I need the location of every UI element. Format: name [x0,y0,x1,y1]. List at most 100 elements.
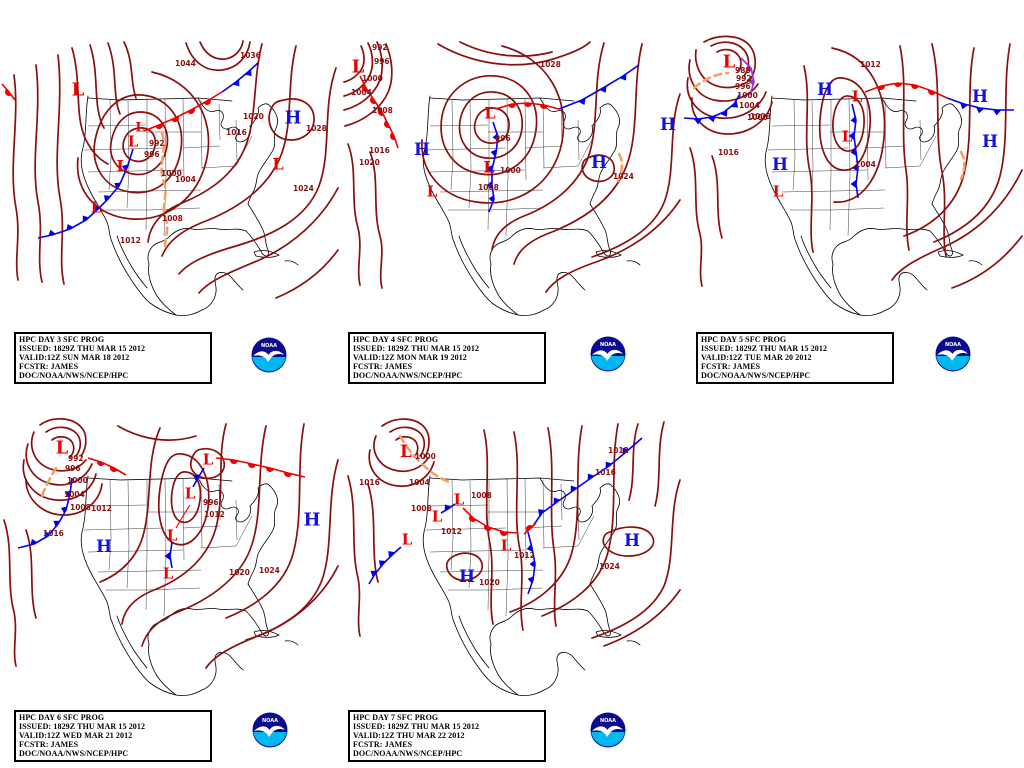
svg-text:H: H [624,531,640,551]
svg-text:992: 992 [736,74,752,83]
svg-text:L: L [773,182,784,200]
svg-text:1000: 1000 [362,74,383,83]
info-fcstr: FCSTR: JAMES [19,362,79,372]
noaa-logo: NOAA [935,336,971,372]
noaa-logo-bird-icon [592,349,623,361]
info-valid: VALID:12Z SUN MAR 18 2012 [19,353,130,363]
info-box-day6: HPC DAY 6 SFC PROG ISSUED: 1829Z THU MAR… [14,710,212,763]
svg-text:H: H [772,155,788,175]
svg-text:1008: 1008 [372,106,393,115]
svg-text:996: 996 [65,464,81,473]
svg-text:996: 996 [144,150,160,159]
svg-text:L: L [427,182,438,200]
svg-text:L: L [163,564,174,582]
svg-text:L: L [56,438,69,459]
svg-text:996: 996 [203,498,219,507]
svg-text:H: H [414,140,430,160]
svg-text:L: L [852,87,863,105]
svg-text:H: H [284,108,301,129]
svg-text:H: H [303,510,320,531]
surface-prog-map-day4: 9929961000100410081028996100010081016102… [343,41,681,317]
svg-text:1012: 1012 [514,551,535,560]
svg-text:1016: 1016 [595,468,616,477]
svg-text:L: L [116,157,127,176]
svg-text:1012: 1012 [120,236,141,245]
noaa-logo-text: NOAA [262,718,278,724]
info-issued: ISSUED: 1829Z THU MAR 15 2012 [19,344,146,354]
svg-text:992: 992 [149,139,165,148]
svg-text:L: L [454,490,465,508]
svg-text:1020: 1020 [479,578,500,587]
info-doc: DOC/NOAA/NWS/NCEP/HPC [353,749,463,759]
svg-text:1016: 1016 [369,146,390,155]
svg-text:L: L [185,484,196,502]
svg-text:1000: 1000 [737,91,758,100]
svg-text:992: 992 [372,43,388,52]
svg-text:L: L [483,158,494,177]
noaa-logo: NOAA [251,337,287,373]
svg-text:H: H [459,567,475,587]
svg-text:1012: 1012 [91,504,112,513]
svg-text:L: L [352,57,365,78]
info-title: HPC DAY 7 SFC PROG [353,713,439,722]
info-fcstr: FCSTR: JAMES [19,740,79,750]
info-valid: VALID:12Z WED MAR 21 2012 [19,731,133,741]
svg-text:1012: 1012 [204,510,225,519]
svg-text:1000: 1000 [747,113,768,122]
svg-text:996: 996 [735,82,751,91]
svg-text:1000: 1000 [415,452,436,461]
svg-text:988: 988 [735,66,751,75]
svg-text:1024: 1024 [259,566,280,575]
svg-text:L: L [484,104,495,123]
svg-text:1028: 1028 [306,124,327,133]
info-issued: ISSUED: 1829Z THU MAR 15 2012 [353,722,480,732]
info-title: HPC DAY 4 SFC PROG [353,335,439,344]
info-doc: DOC/NOAA/NWS/NCEP/HPC [701,371,811,381]
info-box-day3: HPC DAY 3 SFC PROG ISSUED: 1829Z THU MAR… [14,332,212,385]
svg-text:H: H [982,132,998,152]
svg-text:L: L [272,155,283,174]
svg-text:L: L [167,526,178,544]
svg-text:1004: 1004 [739,101,760,110]
noaa-logo-sea [591,356,625,371]
noaa-logo-sea [253,732,287,747]
info-doc: DOC/NOAA/NWS/NCEP/HPC [19,371,129,381]
svg-text:L: L [842,127,853,145]
info-valid: VALID:12Z MON MAR 19 2012 [353,353,467,363]
svg-text:996: 996 [374,57,390,66]
noaa-logo-sea [936,356,970,371]
svg-text:1000: 1000 [500,166,521,175]
surface-prog-map-day7: 1000 1016 1004 1008 1008 1012 1012 1012 1016 1024… [347,418,681,697]
noaa-logo-text: NOAA [261,343,277,349]
noaa-logo-bird-icon [253,350,284,362]
info-box-day4: HPC DAY 4 SFC PROG ISSUED: 1829Z THU MAR… [348,332,546,385]
svg-text:1000: 1000 [67,476,88,485]
svg-text:L: L [72,80,85,101]
svg-text:1008: 1008 [471,491,492,500]
svg-text:L: L [501,536,512,554]
svg-text:L: L [135,120,144,135]
info-valid: VALID:12Z TUE MAR 20 2012 [701,353,812,363]
info-box-day7: HPC DAY 7 SFC PROG ISSUED: 1829Z THU MAR… [348,710,546,763]
info-fcstr: FCSTR: JAMES [353,362,413,372]
info-valid: VALID:12Z THU MAR 22 2012 [353,731,465,741]
svg-text:H: H [660,115,676,135]
svg-text:996: 996 [495,134,511,143]
svg-text:H: H [817,80,833,100]
noaa-logo-text: NOAA [600,342,616,348]
svg-text:L: L [91,198,102,216]
info-box-day5: HPC DAY 5 SFC PROG ISSUED: 1829Z THU MAR… [696,332,894,385]
noaa-logo-text: NOAA [945,342,961,348]
svg-text:L: L [723,52,736,73]
noaa-logo: NOAA [590,336,626,372]
svg-text:1024: 1024 [293,184,314,193]
info-fcstr: FCSTR: JAMES [353,740,413,750]
noaa-logo: NOAA [590,712,626,748]
svg-text:1004: 1004 [409,478,430,487]
svg-text:L: L [203,450,214,468]
noaa-logo-bird-icon [937,349,968,361]
